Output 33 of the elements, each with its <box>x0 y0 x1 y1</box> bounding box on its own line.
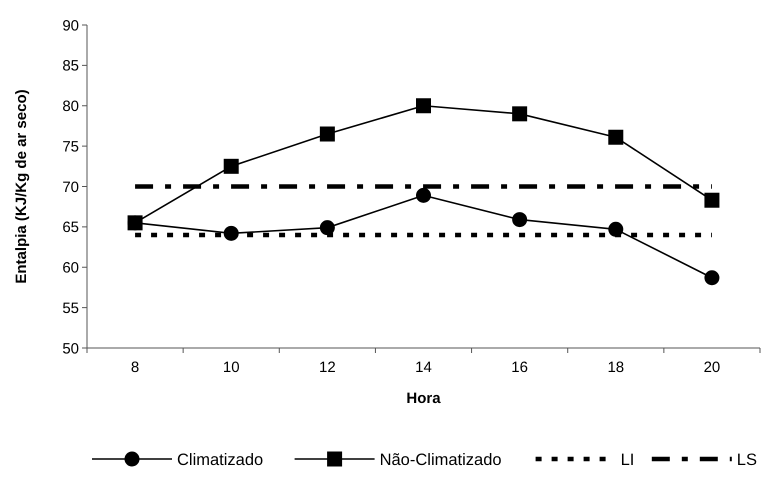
legend-label: Não-Climatizado <box>380 450 502 469</box>
point <box>320 126 335 142</box>
point <box>416 98 431 114</box>
point <box>704 192 720 208</box>
point <box>608 130 624 145</box>
legend-label: Climatizado <box>177 450 264 469</box>
legend-label: LS <box>736 450 757 469</box>
y-tick-label: 50 <box>62 340 79 358</box>
y-tick-label: 65 <box>62 219 79 236</box>
point <box>224 158 239 174</box>
point <box>512 212 528 228</box>
y-axis-title: Entalpia (KJ/Kg de ar seco) <box>13 89 30 284</box>
point <box>128 215 143 230</box>
point <box>416 188 431 203</box>
y-tick-label: 80 <box>62 98 79 115</box>
x-tick-label: 18 <box>607 359 624 376</box>
legend-label: LI <box>620 450 634 469</box>
y-tick-label: 90 <box>62 17 79 34</box>
point <box>320 220 335 236</box>
y-tick-label: 75 <box>62 138 79 156</box>
x-tick-label: 10 <box>222 359 240 376</box>
y-tick-label: 85 <box>62 58 79 75</box>
x-axis-title: Hora <box>406 390 442 407</box>
x-tick-label: 20 <box>704 359 720 376</box>
y-tick-label: 60 <box>62 260 79 276</box>
point <box>512 106 528 122</box>
x-tick-label: 16 <box>511 359 528 376</box>
x-tick-label: 14 <box>415 359 432 376</box>
x-tick-label: 8 <box>130 359 140 376</box>
x-tick-label: 12 <box>319 359 336 376</box>
y-tick-label: 55 <box>62 300 79 317</box>
y-tick-label: 70 <box>62 178 79 196</box>
point <box>704 270 720 286</box>
